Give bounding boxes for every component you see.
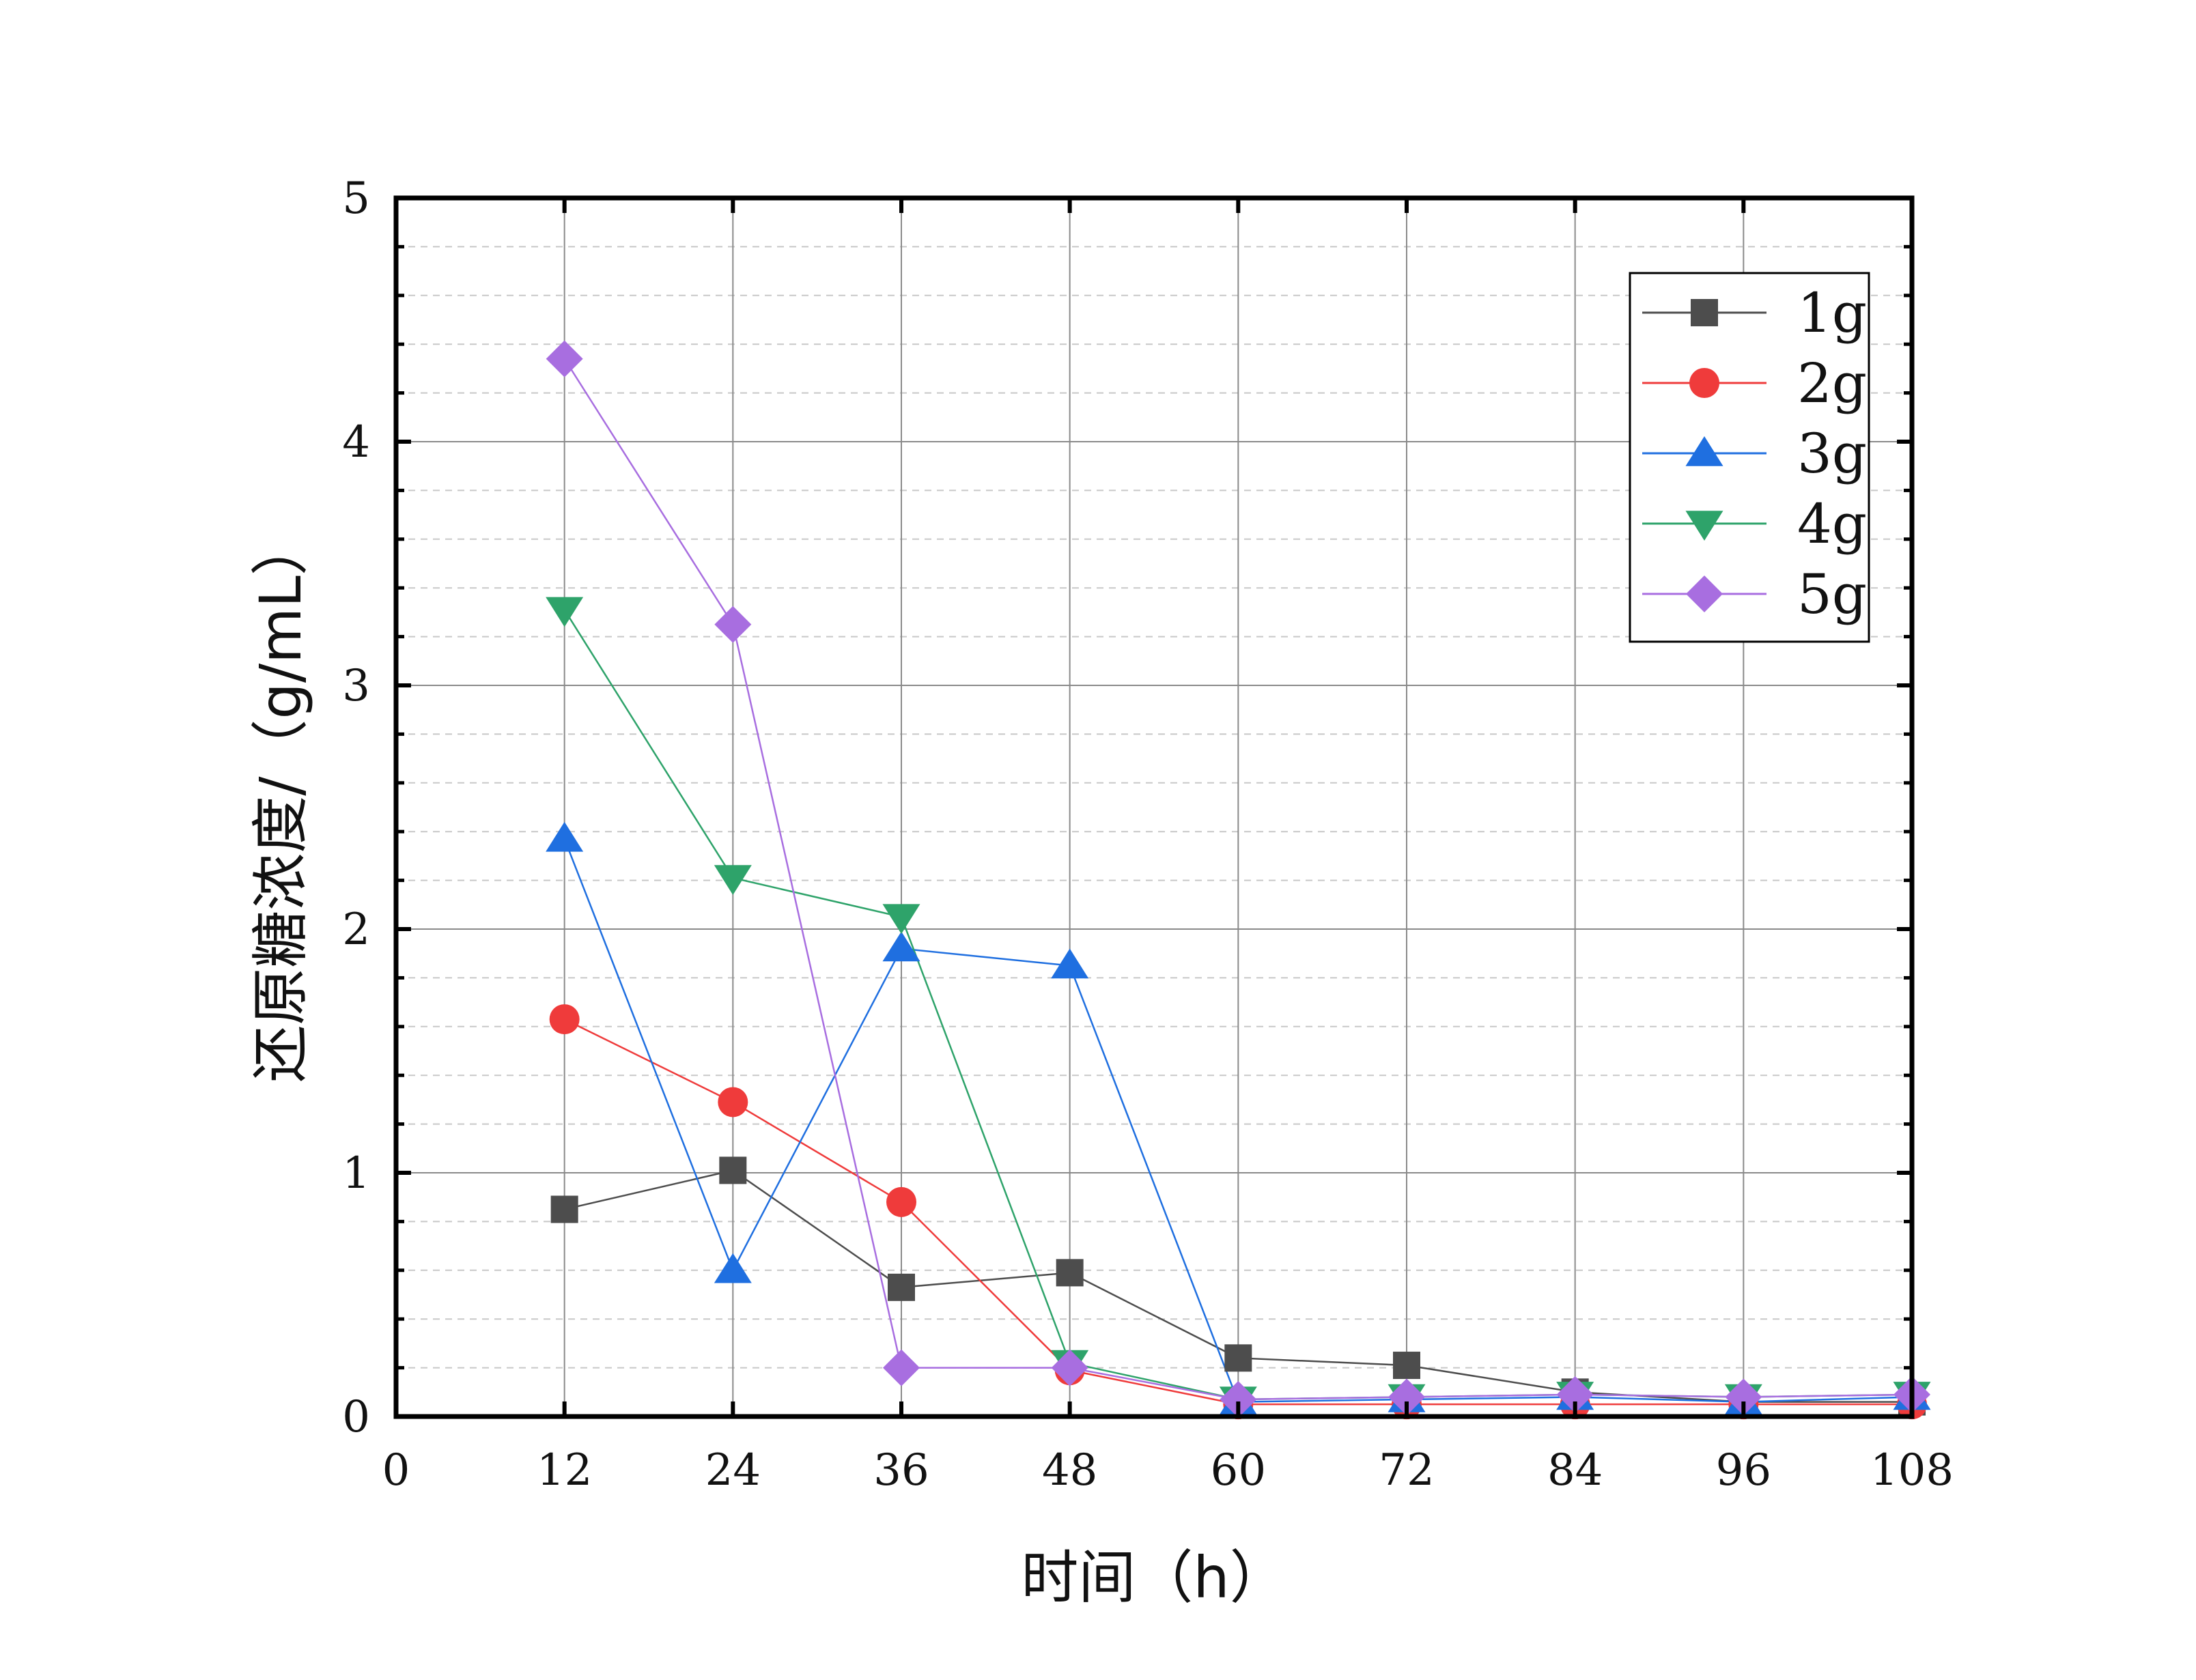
legend-item: 2g — [1642, 352, 1867, 415]
legend-label: 1g — [1797, 281, 1867, 345]
data-point-2 — [718, 1087, 748, 1117]
legend-item: 5g — [1642, 563, 1867, 626]
x-tick-label: 84 — [1547, 1445, 1603, 1496]
x-tick-label: 24 — [705, 1445, 761, 1496]
legend-item: 4g — [1642, 492, 1867, 556]
data-point-3 — [714, 1253, 752, 1283]
legend-label: 4g — [1797, 492, 1867, 556]
x-tick-label: 72 — [1379, 1445, 1434, 1496]
legend-box — [1629, 272, 1870, 643]
legend-label: 2g — [1797, 352, 1867, 415]
data-point-1 — [1393, 1352, 1420, 1380]
x-tick-label: 96 — [1716, 1445, 1771, 1496]
data-point-5 — [714, 606, 752, 643]
data-point-5 — [1220, 1381, 1257, 1419]
x-tick-label: 60 — [1211, 1445, 1266, 1496]
data-point-1 — [888, 1273, 915, 1301]
y-tick-labels: 0 1 2 3 4 5 — [342, 173, 370, 1442]
data-point-4 — [546, 597, 584, 627]
y-tick-label: 5 — [342, 173, 370, 224]
data-point-3 — [1051, 948, 1089, 979]
legend-marker — [1685, 511, 1723, 541]
x-axis-title: 时间（h） — [1021, 1544, 1286, 1611]
y-tick-label: 2 — [342, 905, 370, 955]
data-point-5 — [1556, 1376, 1594, 1413]
data-point-2 — [886, 1186, 916, 1217]
data-point-4 — [714, 865, 752, 896]
x-tick-label: 48 — [1042, 1445, 1097, 1496]
legend-marker — [1686, 575, 1723, 612]
x-tick-label: 12 — [537, 1445, 592, 1496]
legend-item: 3g — [1642, 422, 1867, 485]
legend-item: 1g — [1642, 281, 1867, 345]
y-tick-label: 0 — [342, 1392, 370, 1442]
legend-label: 3g — [1797, 422, 1867, 485]
data-point-4 — [882, 904, 920, 935]
x-tick-labels: 0 12 24 36 48 60 72 84 96 108 — [382, 1445, 1954, 1496]
legend-marker — [1691, 299, 1718, 326]
plot-frame — [393, 195, 1915, 1419]
y-axis-title: 还原糖浓度/（g/mL） — [247, 518, 314, 1083]
data-point-1 — [1056, 1259, 1084, 1287]
y-tick-label: 1 — [342, 1148, 370, 1199]
legend: 1g 2g 3g 4g 5g — [1629, 272, 1870, 643]
x-tick-label: 36 — [873, 1445, 929, 1496]
data-point-5 — [546, 340, 583, 378]
x-tick-label: 0 — [382, 1445, 410, 1496]
legend-marker — [1685, 436, 1723, 466]
data-point-1 — [550, 1195, 578, 1223]
data-point-5 — [883, 1349, 920, 1386]
y-tick-label: 3 — [342, 661, 370, 711]
data-point-3 — [882, 931, 920, 962]
legend-label: 5g — [1797, 563, 1867, 626]
axis-ticks — [394, 196, 1914, 1419]
data-point-3 — [546, 821, 584, 852]
data-point-5 — [1051, 1349, 1088, 1386]
data-point-2 — [549, 1004, 580, 1035]
data-point-5 — [1725, 1378, 1762, 1416]
data-point-1 — [719, 1156, 747, 1184]
data-point-1 — [1224, 1344, 1252, 1372]
data-point-5 — [1388, 1378, 1425, 1416]
series-markers — [546, 340, 1931, 1420]
y-tick-label: 4 — [342, 417, 370, 468]
legend-marker — [1689, 368, 1719, 398]
x-tick-label: 108 — [1870, 1445, 1954, 1496]
